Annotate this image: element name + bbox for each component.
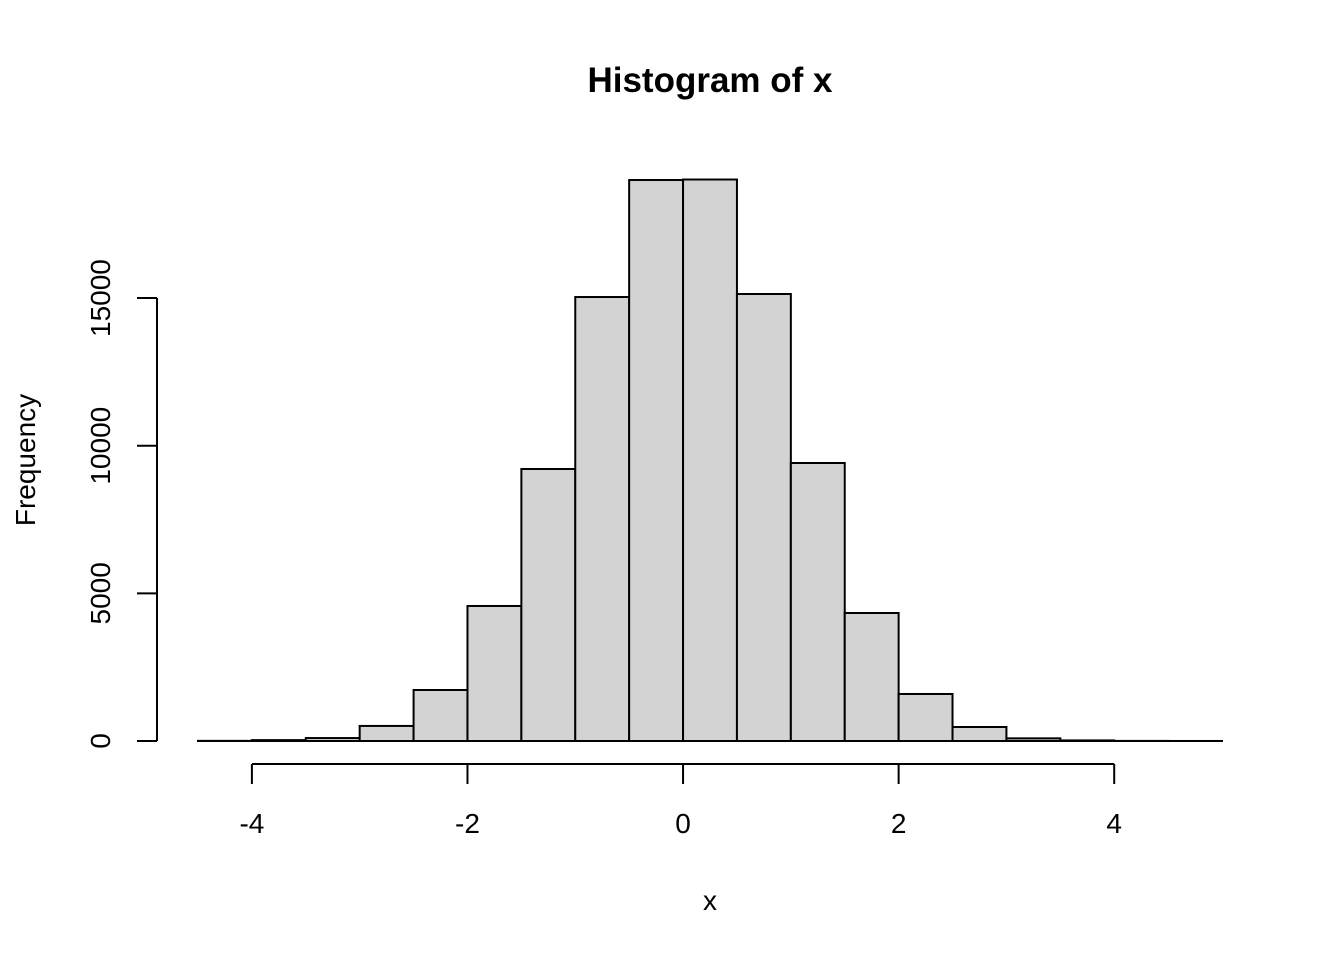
bar — [789, 462, 846, 742]
bar — [897, 692, 954, 742]
bar — [628, 179, 685, 742]
x-tick-label: 2 — [891, 808, 907, 839]
bar — [520, 467, 577, 742]
x-tick-label: -4 — [239, 808, 264, 839]
bar — [843, 611, 900, 742]
bar — [951, 726, 1008, 743]
x-tick-label: 4 — [1106, 808, 1122, 839]
x-axis-label: x — [703, 885, 717, 916]
y-tick-label: 5000 — [85, 562, 116, 624]
y-tick-label: 15000 — [85, 259, 116, 337]
x-tick-label: 0 — [675, 808, 691, 839]
bar — [358, 724, 415, 742]
y-tick-label: 10000 — [85, 407, 116, 485]
y-tick-label: 0 — [85, 733, 116, 749]
chart-title: Histogram of x — [587, 61, 833, 100]
y-axis-label: Frequency — [10, 394, 41, 526]
bar — [412, 689, 469, 743]
bar — [574, 296, 631, 742]
bar — [682, 178, 738, 742]
bar — [466, 604, 523, 742]
x-tick-label: -2 — [455, 808, 480, 839]
bar — [735, 293, 792, 742]
